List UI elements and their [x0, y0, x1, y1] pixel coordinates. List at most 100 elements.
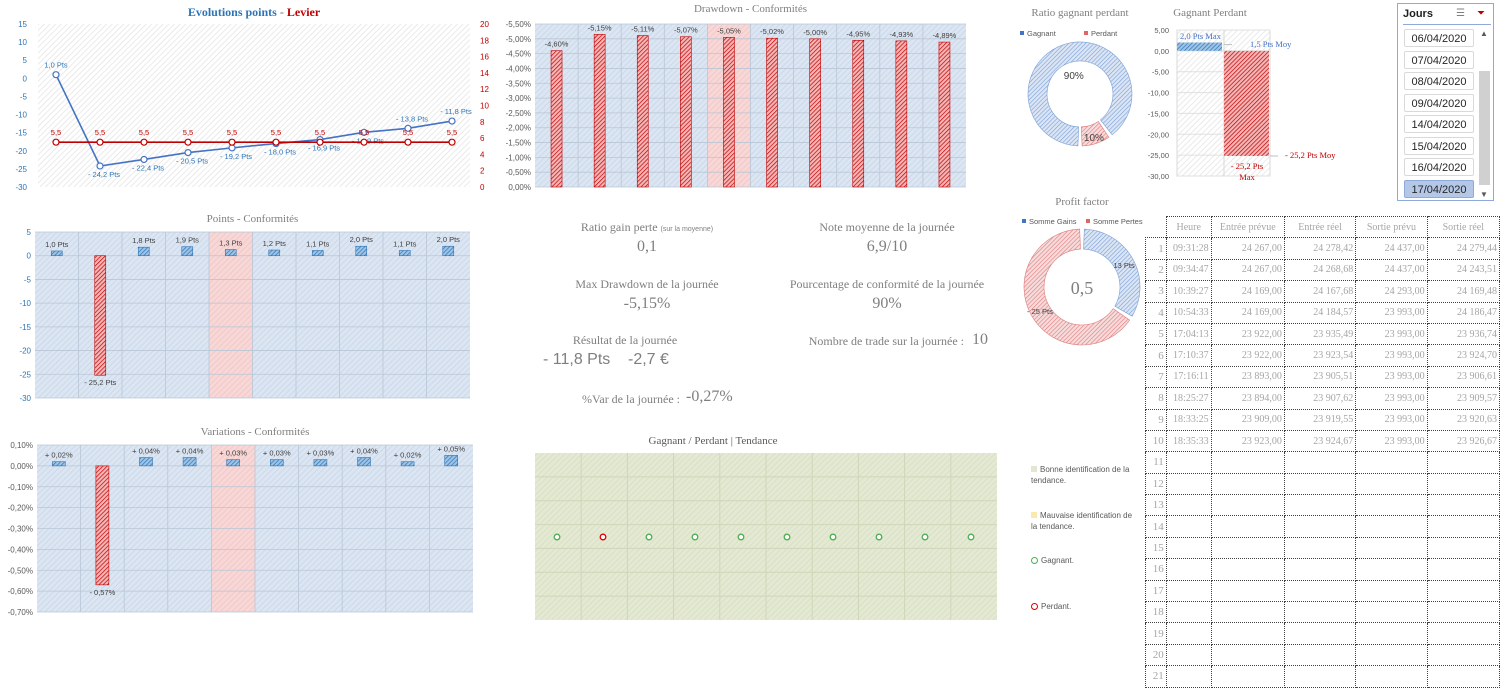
table-cell[interactable]	[1426, 643, 1500, 667]
table-cell[interactable]	[1210, 515, 1285, 538]
slicer-item[interactable]: 09/04/2020	[1404, 93, 1474, 112]
table-cell[interactable]: 23 919,55	[1283, 408, 1357, 431]
table-cell[interactable]: 23 923,00	[1210, 429, 1285, 453]
column-header[interactable]: Sortie prévu	[1355, 215, 1428, 239]
table-cell[interactable]	[1165, 665, 1212, 688]
table-cell[interactable]	[1426, 451, 1500, 474]
table-cell[interactable]: 23 993,00	[1355, 322, 1428, 346]
table-cell[interactable]	[1355, 601, 1428, 624]
slicer-scrollbar[interactable]: ▲ ▼	[1479, 29, 1490, 199]
table-cell[interactable]	[1210, 601, 1285, 624]
column-header[interactable]: Entrée prévue	[1210, 215, 1285, 239]
table-row[interactable]: 4 10:54:33 24 169,00 24 184,57 23 993,00 24 1…	[1145, 301, 1500, 324]
table-cell[interactable]	[1165, 515, 1212, 538]
table-row[interactable]: 16	[1145, 558, 1500, 581]
table-row[interactable]: 14	[1145, 515, 1500, 538]
table-cell[interactable]	[1210, 643, 1285, 667]
table-cell[interactable]: 23 894,00	[1210, 387, 1285, 410]
table-row[interactable]: 8 18:25:27 23 894,00 23 907,62 23 993,00 23 9…	[1145, 387, 1500, 410]
table-row[interactable]: 3 10:39:27 24 169,00 24 167,68 24 293,00 24 1…	[1145, 280, 1500, 303]
table-cell[interactable]	[1355, 451, 1428, 474]
table-cell[interactable]	[1426, 536, 1500, 560]
slicer-item[interactable]: 15/04/2020	[1404, 136, 1474, 155]
table-cell[interactable]: 23 893,00	[1210, 365, 1285, 389]
table-cell[interactable]: 24 167,68	[1283, 280, 1357, 303]
table-cell[interactable]	[1210, 622, 1285, 645]
table-cell[interactable]	[1283, 558, 1357, 581]
table-cell[interactable]: 09:34:47	[1165, 258, 1212, 282]
table-cell[interactable]: 23 993,00	[1355, 408, 1428, 431]
table-cell[interactable]	[1426, 579, 1500, 603]
table-cell[interactable]: 24 169,48	[1426, 280, 1500, 303]
table-cell[interactable]	[1210, 536, 1285, 560]
slicer-item[interactable]: 06/04/2020	[1404, 29, 1474, 47]
column-header[interactable]: Heure	[1165, 215, 1212, 239]
slicer-item[interactable]: 16/04/2020	[1404, 158, 1474, 176]
table-cell[interactable]: 23 905,51	[1283, 365, 1357, 389]
table-cell[interactable]	[1165, 601, 1212, 624]
table-cell[interactable]: 23 906,61	[1426, 365, 1500, 389]
table-cell[interactable]: 23 926,67	[1426, 429, 1500, 453]
scroll-down-icon[interactable]: ▼	[1480, 190, 1488, 199]
table-cell[interactable]: 23 920,63	[1426, 408, 1500, 431]
table-cell[interactable]	[1355, 622, 1428, 645]
table-cell[interactable]	[1355, 494, 1428, 517]
table-cell[interactable]	[1355, 515, 1428, 538]
table-row[interactable]: 18	[1145, 601, 1500, 624]
table-cell[interactable]	[1283, 665, 1357, 688]
column-header[interactable]: Sortie réel	[1426, 215, 1500, 239]
slicer-item[interactable]: 07/04/2020	[1404, 50, 1474, 69]
table-cell[interactable]	[1165, 451, 1212, 474]
table-cell[interactable]	[1210, 558, 1285, 581]
table-row[interactable]: 2 09:34:47 24 267,00 24 268,68 24 437,00 24 2…	[1145, 258, 1500, 282]
table-cell[interactable]	[1283, 622, 1357, 645]
table-cell[interactable]	[1283, 494, 1357, 517]
table-cell[interactable]	[1355, 558, 1428, 581]
table-cell[interactable]: 23 993,00	[1355, 387, 1428, 410]
table-cell[interactable]	[1210, 451, 1285, 474]
table-cell[interactable]: 24 169,00	[1210, 280, 1285, 303]
table-cell[interactable]	[1426, 601, 1500, 624]
table-cell[interactable]	[1355, 472, 1428, 496]
table-cell[interactable]	[1426, 558, 1500, 581]
table-cell[interactable]	[1355, 536, 1428, 560]
column-header[interactable]: Entrée réel	[1283, 215, 1357, 239]
table-cell[interactable]	[1165, 558, 1212, 581]
table-cell[interactable]	[1426, 622, 1500, 645]
table-cell[interactable]: 23 907,62	[1283, 387, 1357, 410]
table-cell[interactable]: 23 924,70	[1426, 344, 1500, 367]
multi-select-icon[interactable]: ☰	[1456, 8, 1465, 19]
table-cell[interactable]: 24 437,00	[1355, 258, 1428, 282]
table-cell[interactable]: 24 184,57	[1283, 301, 1357, 324]
table-cell[interactable]	[1210, 665, 1285, 688]
table-cell[interactable]	[1165, 472, 1212, 496]
table-cell[interactable]: 24 437,00	[1355, 237, 1428, 260]
table-row[interactable]: 20	[1145, 643, 1500, 667]
table-cell[interactable]	[1426, 472, 1500, 496]
table-cell[interactable]	[1283, 536, 1357, 560]
table-row[interactable]: 1 09:31:28 24 267,00 24 278,42 24 437,00 24 2…	[1145, 237, 1500, 260]
table-cell[interactable]	[1426, 665, 1500, 688]
table-cell[interactable]	[1283, 579, 1357, 603]
table-cell[interactable]: 18:33:25	[1165, 408, 1212, 431]
table-cell[interactable]: 23 993,00	[1355, 365, 1428, 389]
table-cell[interactable]: 23 936,74	[1426, 322, 1500, 346]
table-cell[interactable]: 24 267,00	[1210, 237, 1285, 260]
table-cell[interactable]: 23 993,00	[1355, 301, 1428, 324]
table-cell[interactable]: 23 922,00	[1210, 344, 1285, 367]
table-cell[interactable]: 24 169,00	[1210, 301, 1285, 324]
table-cell[interactable]: 24 186,47	[1426, 301, 1500, 324]
table-cell[interactable]: 17:16:11	[1165, 365, 1212, 389]
table-row[interactable]: 5 17:04:13 23 922,00 23 935,49 23 993,00 23 9…	[1145, 322, 1500, 346]
clear-filter-icon[interactable]: ⏷	[1477, 8, 1485, 19]
table-row[interactable]: 12	[1145, 472, 1500, 496]
table-cell[interactable]	[1426, 515, 1500, 538]
table-cell[interactable]: 23 923,54	[1283, 344, 1357, 367]
table-row[interactable]: 6 17:10:37 23 922,00 23 923,54 23 993,00 23 9…	[1145, 344, 1500, 367]
table-cell[interactable]: 18:35:33	[1165, 429, 1212, 453]
table-cell[interactable]	[1283, 601, 1357, 624]
table-row[interactable]: 17	[1145, 579, 1500, 603]
table-cell[interactable]: 24 268,68	[1283, 258, 1357, 282]
table-cell[interactable]: 09:31:28	[1165, 237, 1212, 260]
table-cell[interactable]	[1165, 643, 1212, 667]
